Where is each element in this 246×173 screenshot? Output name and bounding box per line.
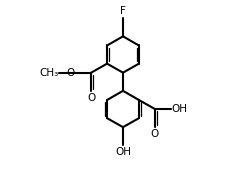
Text: O: O [66, 68, 74, 78]
Text: F: F [120, 6, 126, 16]
Text: O: O [151, 129, 159, 139]
Text: OH: OH [115, 147, 131, 157]
Text: O: O [87, 93, 95, 103]
Text: CH₃: CH₃ [39, 68, 59, 78]
Text: OH: OH [172, 104, 188, 114]
